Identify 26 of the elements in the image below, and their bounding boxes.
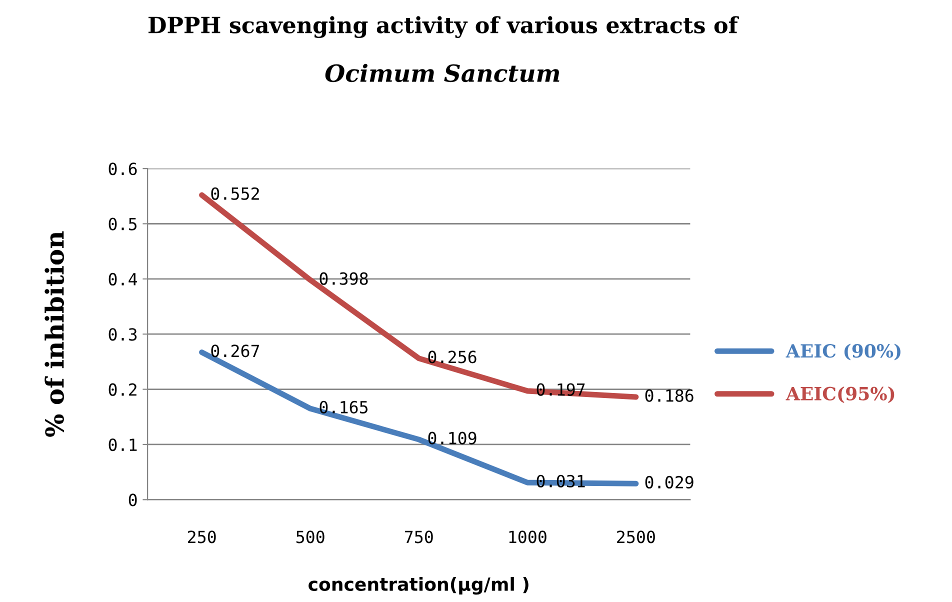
- y-tick-label: 0.1: [108, 438, 137, 452]
- data-label: 0.186: [645, 389, 694, 402]
- data-label: 0.165: [320, 400, 368, 414]
- legend-label: AEIC (90%): [786, 344, 900, 360]
- data-label: 0.552: [211, 187, 259, 200]
- legend-label: AEIC(95%): [786, 386, 894, 404]
- x-axis-title: concentration(µg/ml ): [308, 576, 528, 595]
- chart-title: DPPH scavenging activity of various extracts of: [148, 16, 740, 38]
- y-tick-label: 0.5: [108, 218, 137, 230]
- data-label: 0.256: [428, 350, 476, 364]
- x-tick-label: 750: [404, 530, 433, 544]
- chart-subtitle: Ocimum Sanctum: [325, 64, 560, 82]
- y-tick-label: 0.3: [108, 328, 137, 341]
- y-axis-title: % of inhibition: [44, 231, 64, 437]
- y-tick-label: 0.4: [108, 272, 138, 286]
- y-tick-label: 0.2: [108, 383, 136, 396]
- data-label: 0.398: [320, 272, 368, 285]
- x-tick-label: 500: [296, 530, 324, 544]
- x-tick-label: 1000: [509, 530, 546, 544]
- y-tick-label: 0.6: [108, 162, 137, 176]
- data-label: 0.109: [428, 432, 476, 444]
- data-label: 0.267: [211, 344, 260, 358]
- data-label: 0.029: [645, 476, 694, 489]
- x-tick-label: 2500: [617, 530, 655, 544]
- y-tick-label: 0: [128, 494, 137, 506]
- x-tick-label: 250: [188, 530, 216, 544]
